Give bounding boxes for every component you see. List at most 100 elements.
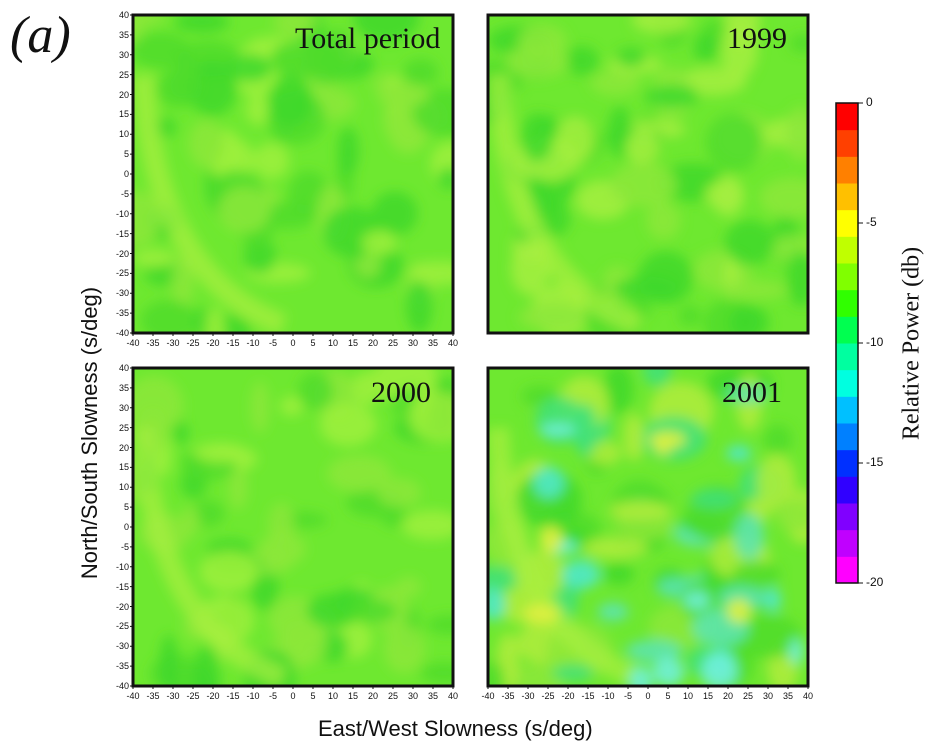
contour-blob — [693, 33, 718, 63]
contour-blob — [506, 44, 569, 79]
colorbar-tick-label: 0 — [866, 95, 873, 109]
contour-blob — [582, 537, 649, 559]
x-tick-label: -40 — [126, 338, 140, 348]
y-tick-label: 25 — [118, 422, 129, 433]
colorbar-segment — [836, 503, 858, 531]
contour-blob — [607, 500, 672, 521]
y-tick-label: 5 — [123, 502, 129, 513]
panel-title: 2001 — [722, 376, 782, 409]
x-tick-label: -10 — [601, 691, 615, 701]
panel-title: 1999 — [727, 22, 787, 55]
contour-blob — [562, 560, 601, 589]
y-tick-label: -15 — [115, 228, 129, 239]
contour-blob — [725, 445, 752, 462]
colorbar-segment — [836, 396, 858, 424]
contour-blob — [736, 615, 802, 659]
contour-blob — [720, 20, 758, 79]
contour-blob — [245, 95, 272, 125]
contour-blob — [700, 654, 738, 686]
x-tick-label: 5 — [665, 691, 671, 701]
contour-blob — [401, 510, 453, 540]
contour-blob — [646, 202, 681, 240]
contour-blob — [406, 278, 433, 333]
contour-blob — [352, 371, 381, 406]
x-tick-label: 15 — [347, 691, 358, 701]
contour-blob — [590, 70, 640, 96]
contour-blob — [726, 598, 751, 624]
contour-blob — [586, 441, 621, 466]
contour-blob — [551, 664, 594, 682]
contour-blob — [644, 84, 700, 109]
y-tick-label: -40 — [115, 681, 129, 691]
x-tick-label: 0 — [290, 338, 296, 348]
contour-blob — [319, 403, 377, 447]
contour-blob — [787, 251, 808, 307]
contour-blob — [181, 506, 200, 536]
contour-blob — [786, 106, 808, 162]
x-tick-label: 20 — [367, 338, 378, 348]
heatmap-panel-4 — [488, 368, 808, 686]
contour-blob — [655, 440, 671, 456]
colorbar-tick-label: -5 — [866, 215, 877, 229]
contour-blob — [226, 54, 273, 82]
x-tick-label: -40 — [481, 691, 495, 701]
colorbar-segment — [836, 529, 858, 557]
x-tick-label: -25 — [541, 691, 555, 701]
contour-blob — [279, 396, 304, 417]
x-tick-label: 25 — [742, 691, 753, 701]
x-tick-label: 40 — [802, 691, 813, 701]
contour-blob — [705, 113, 762, 172]
y-tick-label: -5 — [120, 541, 129, 552]
y-tick-label: 15 — [118, 109, 129, 120]
contour-blob — [273, 15, 318, 36]
contour-blob — [172, 421, 189, 445]
contour-blob — [652, 657, 685, 686]
x-tick-label: 25 — [387, 691, 398, 701]
colorbar-segment — [836, 129, 858, 157]
x-tick-label: 35 — [782, 691, 793, 701]
contour-blob — [361, 230, 397, 256]
contour-blob — [383, 624, 425, 674]
x-tick-label: 30 — [407, 691, 418, 701]
contour-blob — [734, 513, 765, 560]
y-axis-title: North/South Slowness (s/deg) — [77, 286, 102, 580]
y-tick-label: 30 — [118, 402, 129, 413]
y-tick-label: -25 — [115, 621, 129, 632]
contour-blob — [533, 466, 565, 499]
contour-blob — [597, 602, 629, 622]
colorbar-tick-label: -15 — [866, 455, 884, 469]
contour-blob — [610, 162, 677, 207]
heatmap-panel-3 — [133, 368, 453, 686]
contour-blob — [193, 442, 247, 463]
x-tick-label: -20 — [561, 691, 575, 701]
contour-blob — [261, 202, 317, 230]
contour-blob — [623, 413, 645, 462]
x-tick-label: 10 — [327, 691, 338, 701]
y-tick-label: 25 — [118, 69, 129, 80]
colorbar-segment — [836, 369, 858, 397]
contour-blob — [516, 471, 582, 528]
contour-blob — [408, 261, 453, 286]
y-tick-label: -5 — [120, 188, 129, 199]
y-tick-label: -10 — [115, 208, 129, 219]
contour-blob — [133, 15, 165, 26]
x-tick-label: 5 — [310, 338, 316, 348]
arc-feature — [488, 74, 643, 333]
contour-blob — [354, 253, 381, 279]
colorbar-segment — [836, 316, 858, 344]
y-tick-label: 30 — [118, 49, 129, 60]
contour-blob — [346, 599, 397, 624]
panel-title: 2000 — [371, 376, 431, 409]
colorbar-title: Relative Power (db) — [898, 246, 925, 441]
contour-blob — [555, 116, 595, 164]
contour-blob — [789, 34, 808, 53]
x-tick-label: 20 — [367, 691, 378, 701]
contour-blob — [376, 478, 422, 508]
contour-blob — [159, 634, 178, 686]
contour-blob — [756, 454, 796, 510]
contour-blob — [603, 563, 635, 585]
contour-blob — [270, 39, 331, 79]
contour-blob — [298, 372, 333, 411]
y-tick-label: -20 — [115, 248, 129, 259]
contour-blob — [704, 181, 743, 209]
